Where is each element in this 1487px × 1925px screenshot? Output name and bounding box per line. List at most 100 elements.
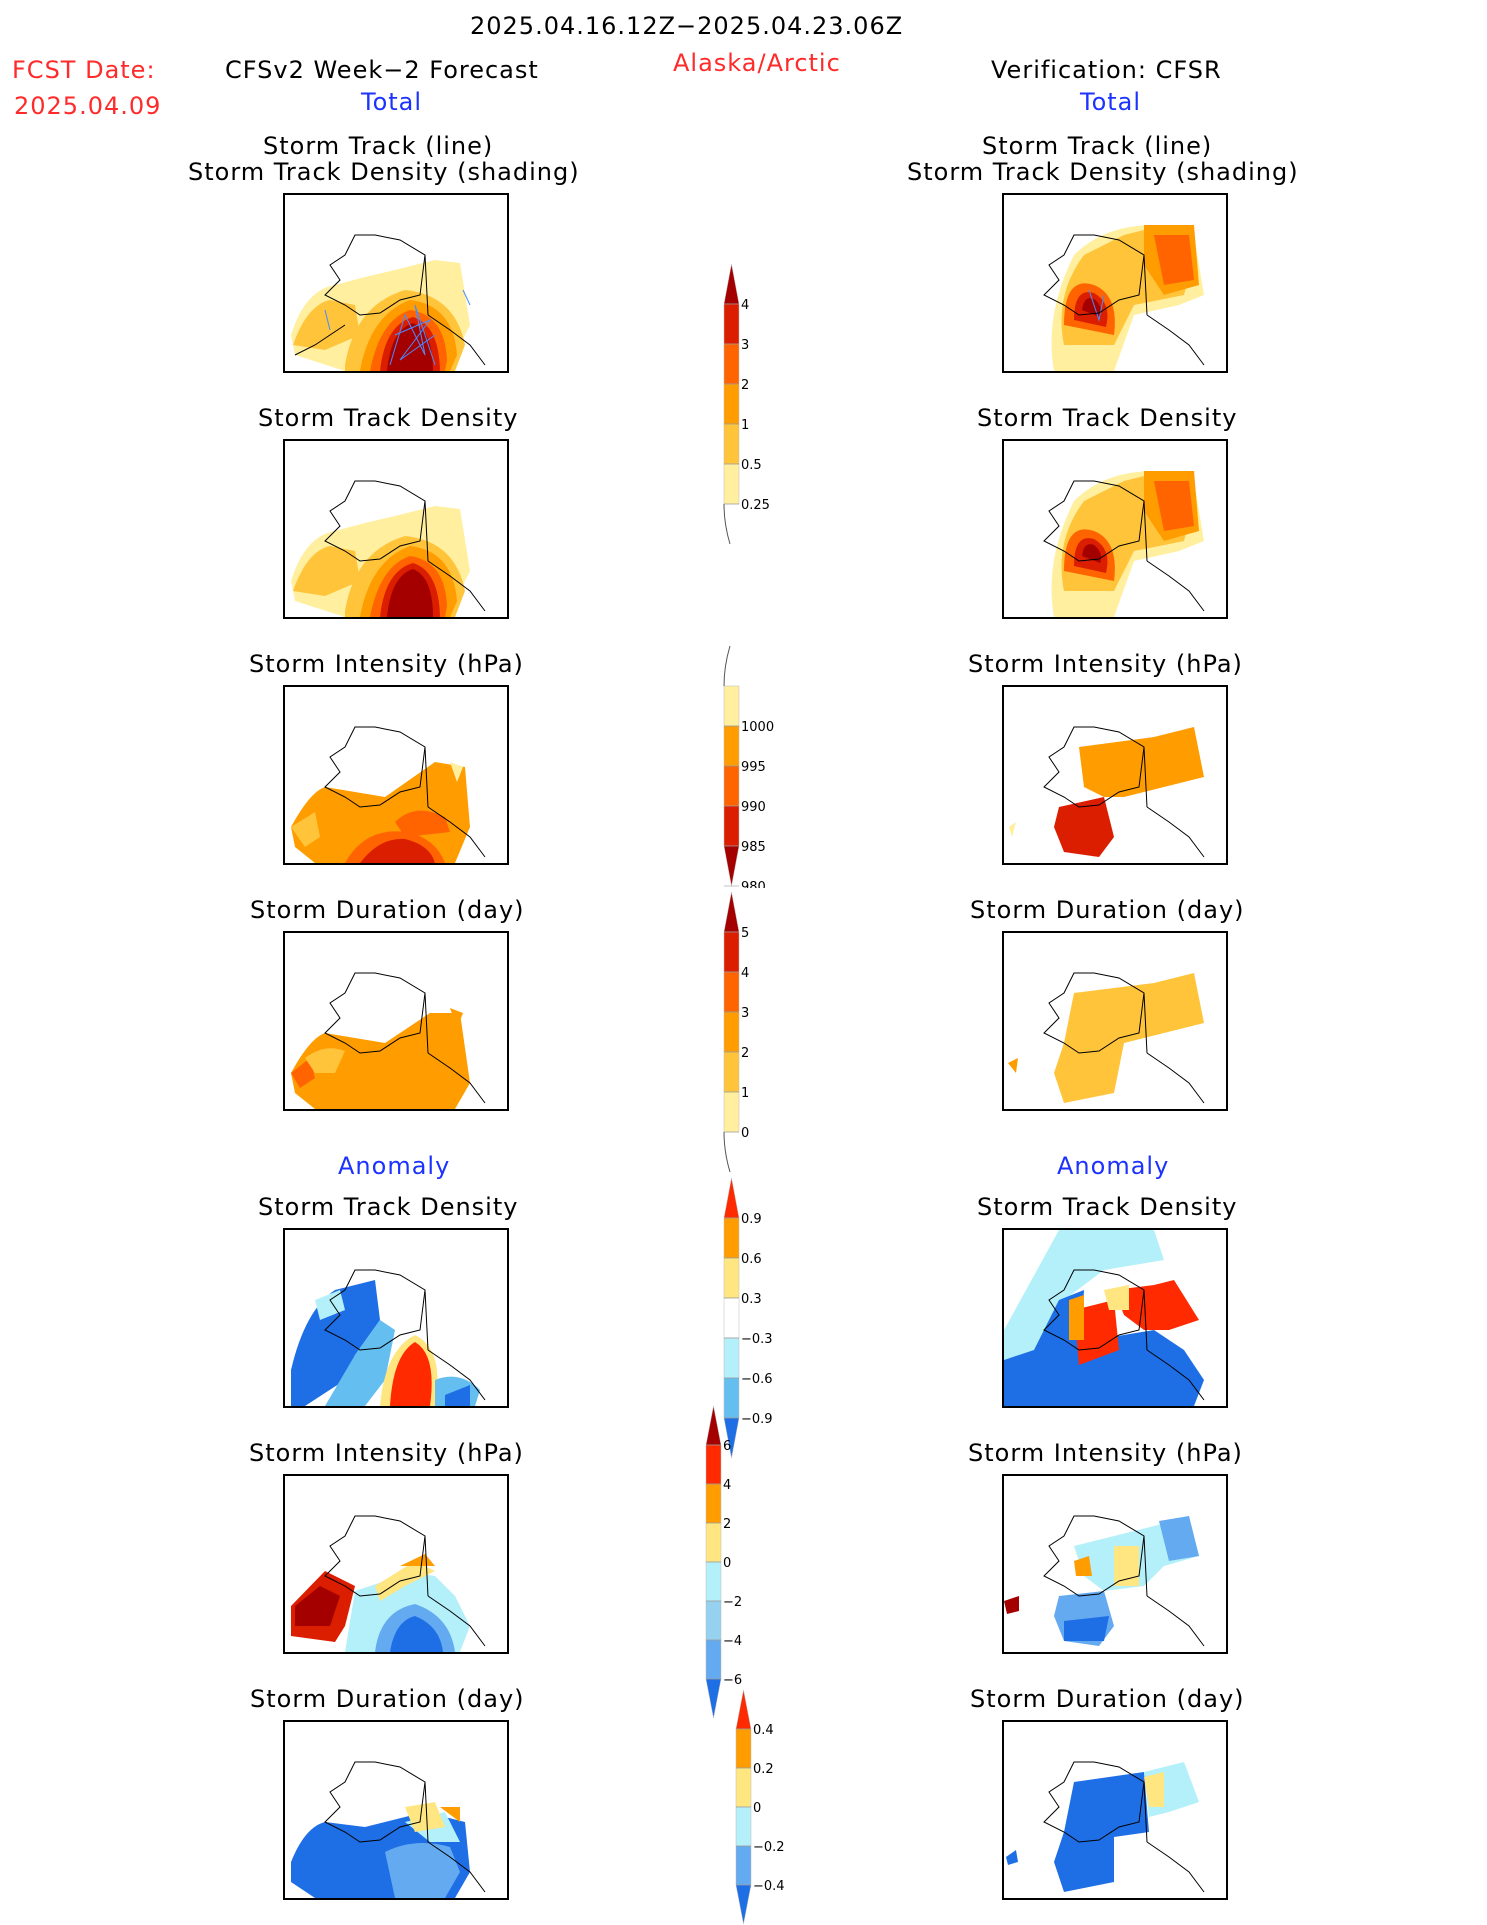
colorbar-swatch: [735, 1690, 752, 1730]
colorbar-swatch: [723, 264, 740, 305]
title-track-shading-left: Storm Track Density (shading): [188, 158, 580, 186]
colorbar-duration: 5 4 3 2 1 0: [723, 892, 749, 1173]
map-verification-anom-density: [1002, 1228, 1228, 1408]
right-title: Verification: CFSR: [991, 56, 1222, 84]
colorbar-label: 3: [741, 338, 749, 353]
colorbar-label: 0.2: [753, 1762, 774, 1777]
colorbar-swatch: [723, 725, 740, 767]
colorbar-label: 980: [741, 880, 766, 888]
colorbar-label: 0: [741, 1126, 749, 1141]
colorbar-swatch: [723, 303, 740, 345]
colorbar-label: −0.2: [753, 1840, 785, 1855]
colorbar-label: 5: [741, 926, 749, 941]
colorbar-swatch: [705, 1522, 722, 1563]
title-anom-duration-left: Storm Duration (day): [250, 1685, 525, 1713]
colorbar-label: 985: [741, 840, 766, 855]
title-anom-density-right: Storm Track Density: [977, 1193, 1238, 1221]
colorbar-swatch: [723, 1337, 740, 1379]
colorbar-swatch: [705, 1678, 722, 1718]
title-intensity-right: Storm Intensity (hPa): [968, 650, 1243, 678]
colorbar-label: 4: [741, 298, 749, 313]
colorbar-swatch: [723, 1178, 740, 1219]
title-duration-right: Storm Duration (day): [970, 896, 1245, 924]
map-forecast-track: [283, 193, 509, 373]
colorbar-swatch: [705, 1483, 722, 1524]
map-forecast-duration: [283, 931, 509, 1111]
colorbar-label: 0: [723, 1556, 731, 1571]
colorbar-label: −6: [723, 1673, 742, 1688]
map-forecast-density: [283, 439, 509, 619]
colorbar-swatch: [723, 1217, 740, 1259]
colorbar-swatch: [723, 1091, 740, 1133]
map-forecast-intensity: [283, 685, 509, 865]
colorbar-swatch: [705, 1639, 722, 1680]
colorbar-label: 0.9: [741, 1212, 762, 1227]
colorbar-label: 0.6: [741, 1252, 762, 1267]
title-density-left: Storm Track Density: [258, 404, 519, 432]
colorbar-label: 1000: [741, 720, 774, 735]
colorbar-swatch: [723, 845, 740, 887]
colorbar-swatch: [723, 1257, 740, 1299]
colorbar-anom-duration: 0.4 0.2 0 −0.2 −0.4: [735, 1690, 785, 1925]
map-verification-intensity: [1002, 685, 1228, 865]
colorbar-label: 990: [741, 800, 766, 815]
colorbar-swatch: [723, 343, 740, 385]
colorbar-label: 0: [753, 1801, 761, 1816]
colorbar-label: 1: [741, 418, 749, 433]
colorbar-swatch: [723, 892, 740, 933]
colorbar-label: −0.3: [741, 1332, 773, 1347]
colorbar-swatch: [723, 423, 740, 465]
title-track-shading-right: Storm Track Density (shading): [907, 158, 1299, 186]
title-anom-intensity-left: Storm Intensity (hPa): [249, 1439, 524, 1467]
total-right: Total: [1080, 88, 1142, 116]
colorbar-swatch: [723, 383, 740, 425]
colorbar-label: 4: [741, 966, 749, 981]
map-verification-anom-intensity: [1002, 1474, 1228, 1654]
colorbar-label: 0.25: [741, 498, 770, 513]
fcst-date: 2025.04.09: [14, 92, 162, 120]
title-anom-duration-right: Storm Duration (day): [970, 1685, 1245, 1713]
title-track-line-right: Storm Track (line): [982, 132, 1213, 160]
colorbar-label: 2: [741, 378, 749, 393]
title-anom-density-left: Storm Track Density: [258, 1193, 519, 1221]
colorbar-density: 4 3 2 1 0.5 0.25: [723, 264, 770, 545]
colorbar-label: −4: [723, 1634, 742, 1649]
colorbar-density-swatches: [723, 264, 740, 545]
map-forecast-anom-duration: [283, 1720, 509, 1900]
colorbar-label: −0.9: [741, 1412, 773, 1427]
colorbar-swatch: [705, 1444, 722, 1485]
colorbar-swatch: [723, 463, 740, 505]
map-verification-density: [1002, 439, 1228, 619]
colorbar-label: 6: [723, 1439, 731, 1454]
region: Alaska/Arctic: [673, 49, 841, 77]
colorbar-label: −0.4: [753, 1879, 785, 1894]
colorbar-label: 0.5: [741, 458, 762, 473]
colorbar-swatch: [723, 1051, 740, 1093]
colorbar-swatch: [735, 1767, 752, 1808]
colorbar-label: 3: [741, 1006, 749, 1021]
anomaly-left: Anomaly: [338, 1152, 451, 1180]
colorbar-swatch: [723, 805, 740, 847]
date-range: 2025.04.16.12Z−2025.04.23.06Z: [470, 12, 904, 40]
colorbar-label: 4: [723, 1478, 731, 1493]
colorbar-swatch: [723, 931, 740, 973]
map-verification-anom-duration: [1002, 1720, 1228, 1900]
colorbar-label: 2: [723, 1517, 731, 1532]
colorbar-swatch: [705, 1600, 722, 1641]
map-verification-track: [1002, 193, 1228, 373]
colorbar-swatch: [723, 685, 740, 727]
colorbar-swatch: [723, 1297, 740, 1339]
colorbar-swatch: [723, 765, 740, 807]
colorbar-intensity: 1000 995 990 985 980: [723, 646, 774, 888]
colorbar-swatch: [735, 1728, 752, 1769]
colorbar-label: 2: [741, 1046, 749, 1061]
title-intensity-left: Storm Intensity (hPa): [249, 650, 524, 678]
colorbar-swatch: [723, 971, 740, 1013]
colorbar-swatch: [705, 1561, 722, 1602]
map-forecast-anom-density: [283, 1228, 509, 1408]
title-duration-left: Storm Duration (day): [250, 896, 525, 924]
colorbar-anom-density: 0.9 0.6 0.3 −0.3 −0.6 −0.9: [723, 1178, 773, 1459]
fcst-label: FCST Date:: [12, 56, 156, 84]
colorbar-swatch: [705, 1406, 722, 1446]
colorbar-swatch: [735, 1806, 752, 1847]
